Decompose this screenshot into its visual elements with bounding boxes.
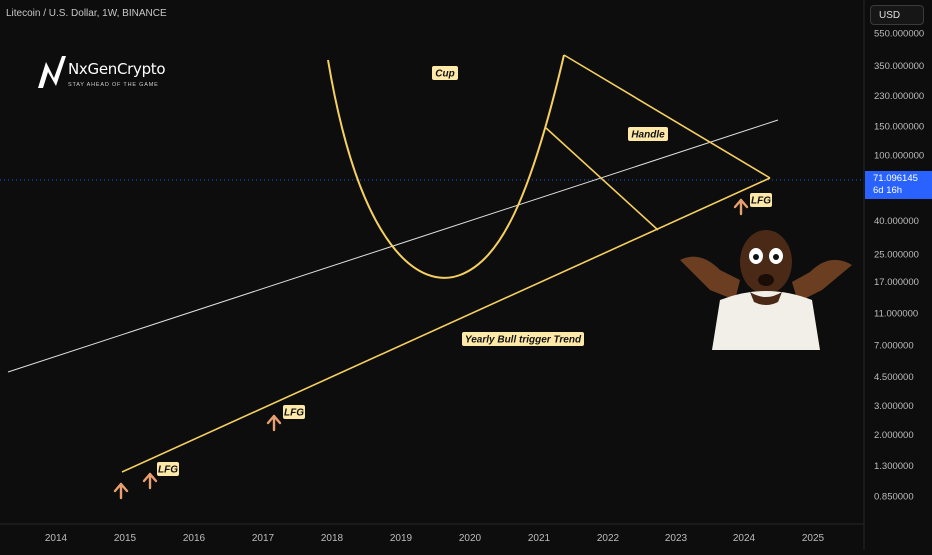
y-tick-label-3: 150.000000 bbox=[874, 122, 924, 133]
nxgencrypto-logo: NxGenCrypto STAY AHEAD OF THE GAME bbox=[36, 50, 186, 95]
cup-label: Cup bbox=[432, 66, 458, 80]
x-tick-label-2021: 2021 bbox=[528, 533, 551, 544]
y-tick-label-11: 3.000000 bbox=[874, 401, 914, 412]
lfg-label-2015-text: LFG bbox=[158, 465, 178, 476]
y-tick-label-1: 350.000000 bbox=[874, 61, 924, 72]
x-tick-label-2020: 2020 bbox=[459, 533, 482, 544]
x-tick-label-2017: 2017 bbox=[252, 533, 275, 544]
y-tick-label-10: 4.500000 bbox=[874, 372, 914, 383]
y-tick-label-0: 550.000000 bbox=[874, 29, 924, 40]
x-tick-label-2014: 2014 bbox=[45, 533, 68, 544]
lfg-label-2024: LFG bbox=[750, 193, 772, 207]
y-tick-label-9: 7.000000 bbox=[874, 341, 914, 352]
current-price: 71.096145 bbox=[873, 173, 932, 185]
currency-button[interactable]: USD bbox=[870, 5, 924, 25]
y-tick-label-8: 11.000000 bbox=[874, 308, 918, 319]
y-tick-label-13: 1.300000 bbox=[874, 461, 914, 472]
logo-tagline: STAY AHEAD OF THE GAME bbox=[68, 82, 159, 88]
x-tick-label-2016: 2016 bbox=[183, 533, 206, 544]
y-tick-label-12: 2.000000 bbox=[874, 430, 914, 441]
cup-label-text: Cup bbox=[435, 69, 454, 80]
lfg-label-2017-text: LFG bbox=[284, 408, 304, 419]
x-tick-label-2015: 2015 bbox=[114, 533, 137, 544]
y-tick-label-4: 100.000000 bbox=[874, 151, 924, 162]
y-tick-label-6: 25.000000 bbox=[874, 250, 919, 261]
symbol-title: Litecoin / U.S. Dollar, 1W, BINANCE bbox=[6, 8, 167, 19]
y-tick-label-2: 230.000000 bbox=[874, 91, 924, 102]
logo-mark-icon bbox=[36, 52, 68, 92]
bar-countdown: 6d 16h bbox=[873, 185, 932, 197]
x-tick-label-2025: 2025 bbox=[802, 533, 825, 544]
lfg-label-2024-text: LFG bbox=[751, 196, 771, 207]
current-price-tag: 71.096145 6d 16h bbox=[865, 171, 932, 199]
x-tick-label-2024: 2024 bbox=[733, 533, 756, 544]
y-tick-label-5: 40.000000 bbox=[874, 216, 919, 227]
x-tick-label-2023: 2023 bbox=[665, 533, 688, 544]
x-tick-label-2018: 2018 bbox=[321, 533, 344, 544]
lfg-label-2015: LFG bbox=[157, 462, 179, 476]
y-tick-label-14: 0.850000 bbox=[874, 491, 914, 502]
x-tick-label-2022: 2022 bbox=[597, 533, 620, 544]
handle-label-text: Handle bbox=[631, 130, 665, 141]
bull-trend-label-text: Yearly Bull trigger Trend bbox=[465, 335, 582, 346]
x-tick-label-2019: 2019 bbox=[390, 533, 413, 544]
handle-label: Handle bbox=[628, 127, 668, 141]
y-tick-label-7: 17.000000 bbox=[874, 277, 919, 288]
shocked-man-image bbox=[680, 220, 852, 350]
bull-trend-label: Yearly Bull trigger Trend bbox=[462, 332, 584, 346]
lfg-label-2017: LFG bbox=[283, 405, 305, 419]
logo-name: NxGenCrypto bbox=[68, 60, 165, 78]
